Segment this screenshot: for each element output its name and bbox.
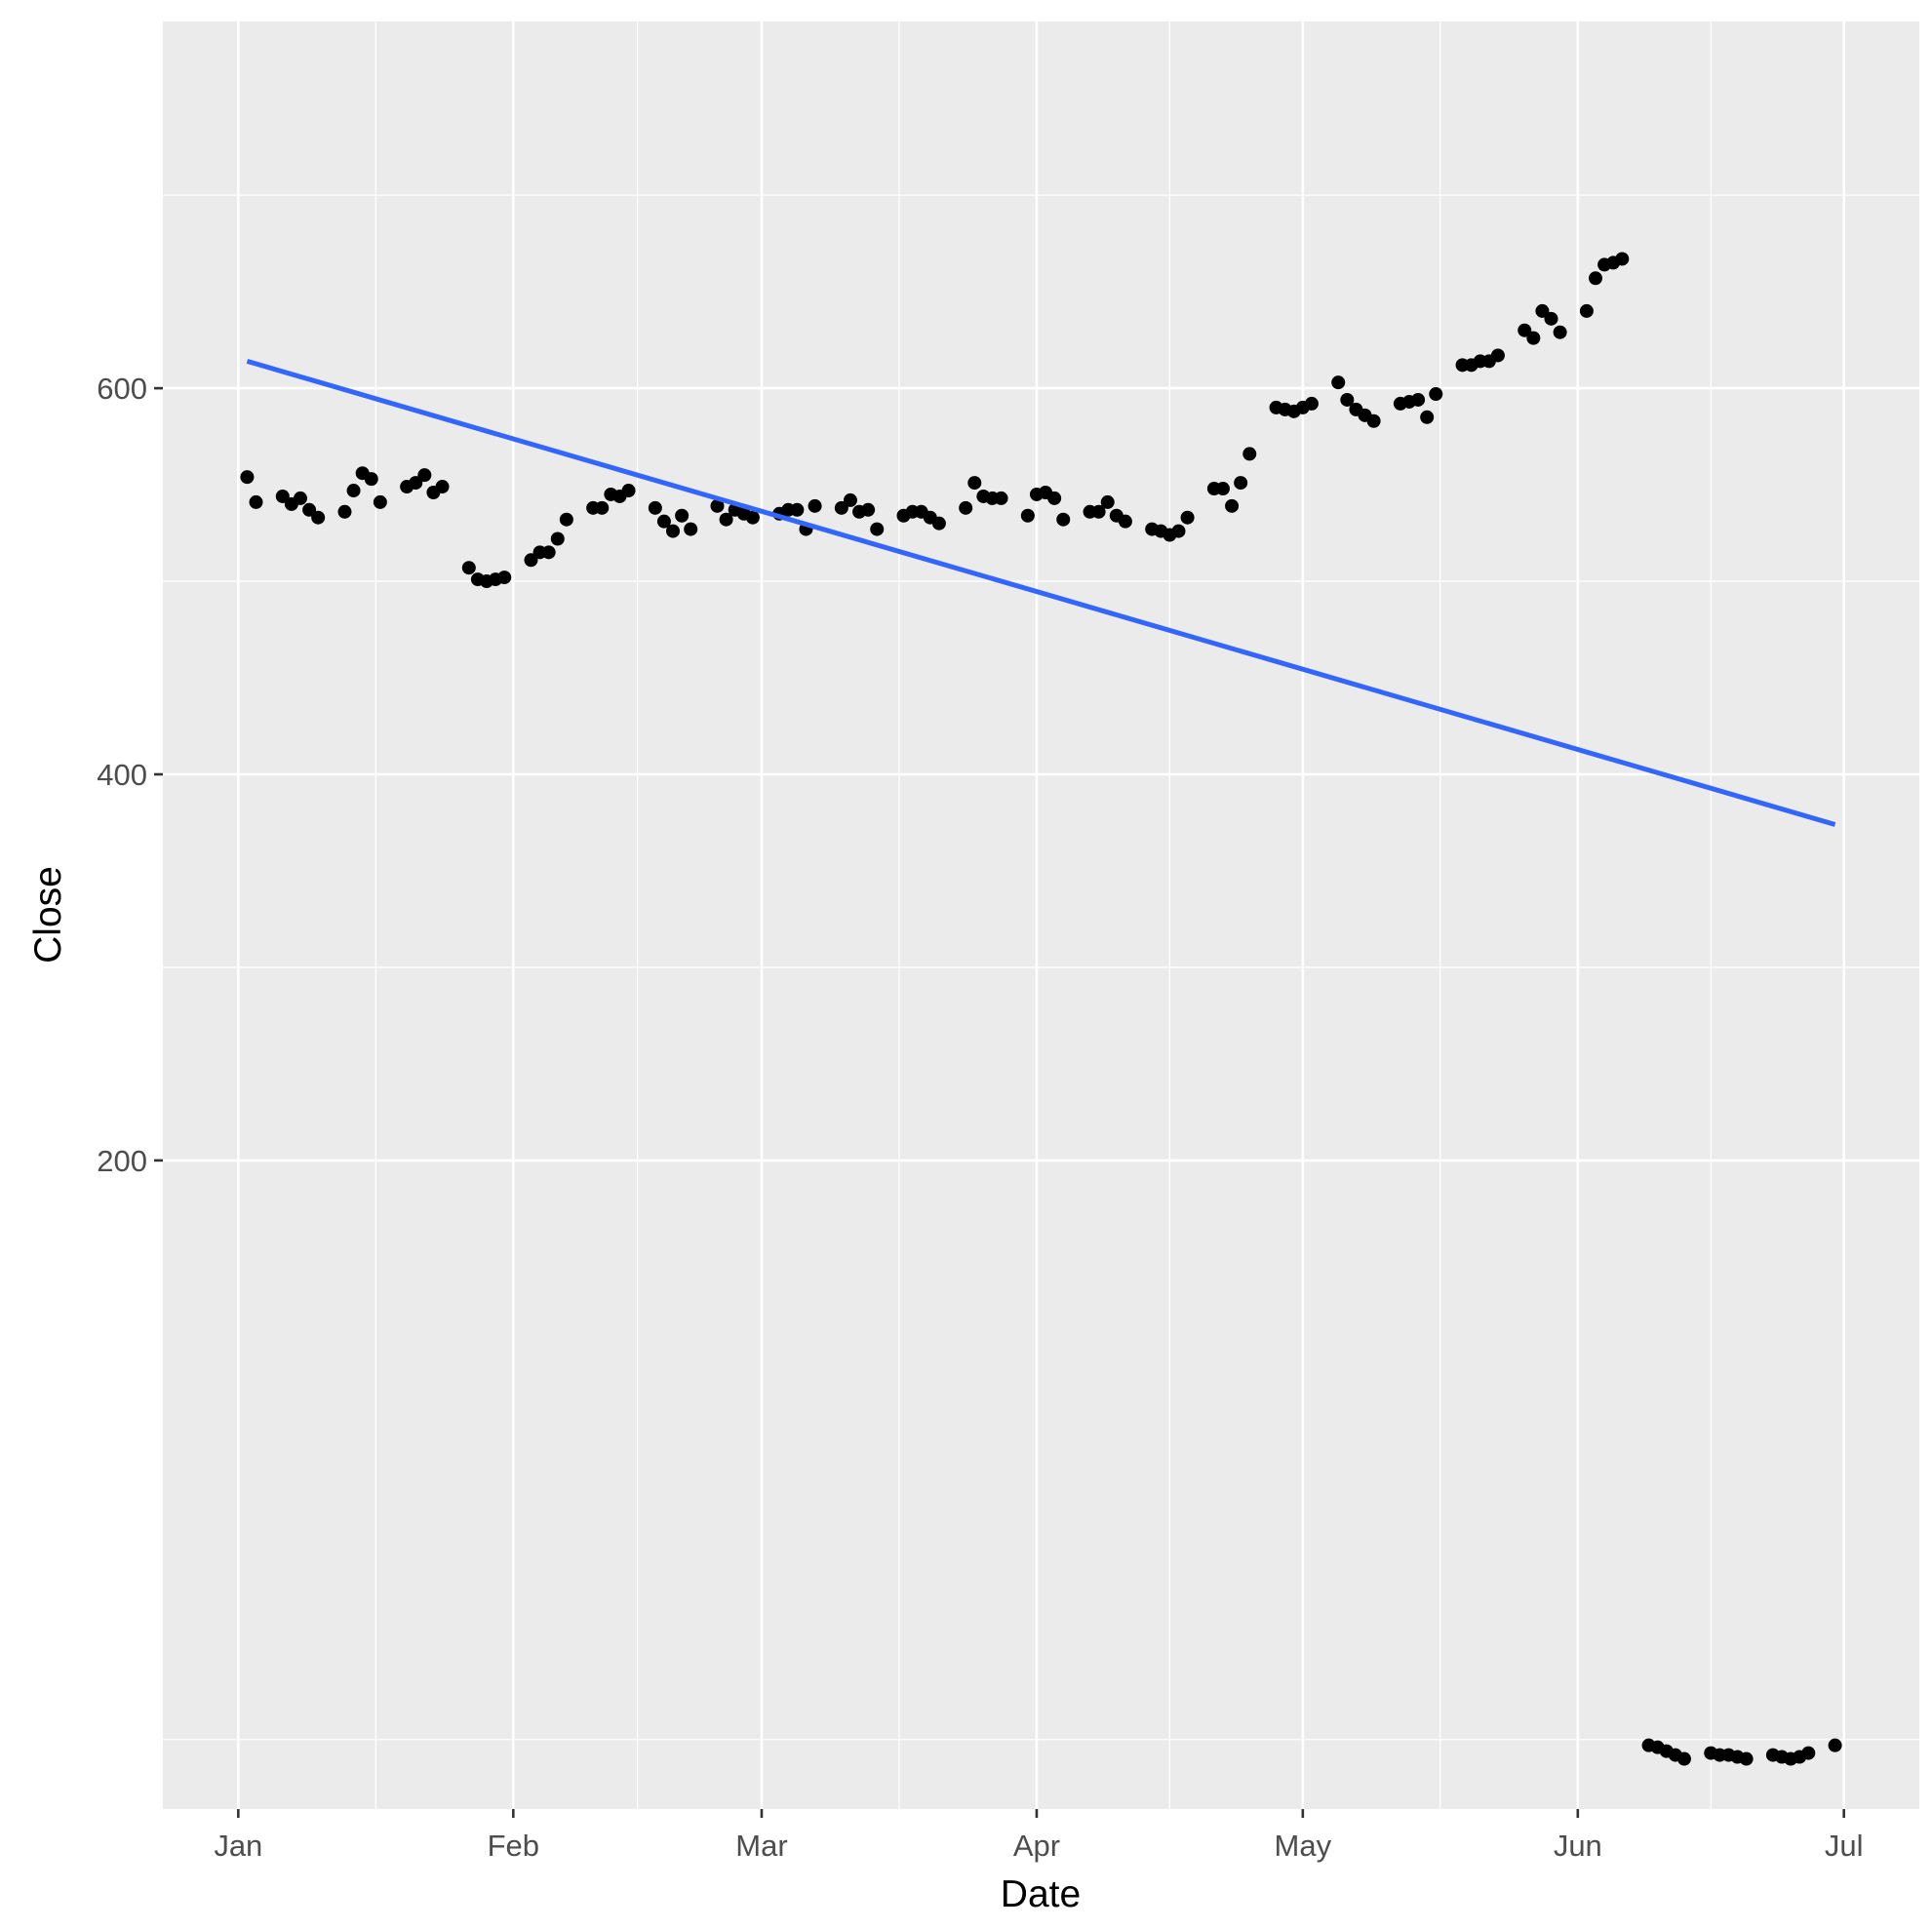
close-point — [1615, 252, 1630, 266]
close-point — [1056, 512, 1071, 527]
y-tick-label: 600 — [97, 372, 147, 406]
close-point — [808, 498, 822, 513]
x-tick-label: Jan — [214, 1829, 262, 1863]
close-point — [1676, 1752, 1691, 1766]
close-point — [1225, 498, 1240, 513]
close-point — [959, 500, 973, 515]
close-point — [1020, 508, 1035, 523]
close-point — [931, 516, 946, 531]
close-point — [745, 510, 760, 525]
x-tick-label: Jul — [1825, 1829, 1864, 1863]
close-point — [834, 500, 848, 515]
close-point — [843, 492, 857, 507]
x-tick-labels: Jan Feb Mar Apr May Jun Jul — [214, 1829, 1863, 1863]
close-point — [1801, 1746, 1816, 1760]
close-point — [1331, 375, 1346, 390]
close-point — [656, 514, 671, 529]
y-tick-label: 400 — [97, 758, 147, 792]
close-point — [1588, 271, 1602, 286]
close-point — [621, 484, 636, 498]
close-point — [710, 498, 725, 513]
close-point — [497, 571, 512, 585]
close-point — [337, 504, 352, 519]
y-axis-title: Close — [27, 866, 69, 964]
close-point — [1304, 396, 1319, 411]
close-point — [684, 522, 698, 536]
x-tick-label: Feb — [488, 1829, 539, 1863]
axes — [154, 386, 1845, 1818]
close-point — [1242, 447, 1257, 461]
close-point — [373, 494, 387, 509]
trend-line-group — [246, 358, 1836, 827]
close-point — [1420, 410, 1435, 424]
plot-panel — [163, 21, 1919, 1809]
close-point — [967, 476, 982, 491]
close-point — [870, 522, 885, 536]
close-point — [1234, 476, 1248, 491]
x-tick-label: May — [1275, 1829, 1332, 1863]
close-point — [1118, 514, 1132, 529]
close-point — [675, 508, 690, 523]
close-point — [559, 512, 573, 527]
close-point — [1553, 325, 1567, 339]
close-point — [550, 531, 565, 546]
close-point — [648, 500, 662, 515]
close-point — [1544, 311, 1558, 326]
trend-line — [246, 358, 1836, 827]
close-point — [1429, 387, 1443, 402]
close-point — [293, 491, 307, 505]
close-point — [1579, 303, 1594, 318]
close-point — [1535, 303, 1550, 318]
close-point — [1340, 392, 1355, 407]
close-point — [346, 484, 361, 498]
close-point — [364, 472, 378, 487]
close-point — [409, 476, 423, 491]
close-point — [417, 468, 432, 483]
close-point — [541, 545, 556, 560]
close-point — [1047, 491, 1062, 505]
close-point — [1215, 482, 1230, 496]
close-point — [1490, 348, 1505, 363]
x-tick-label: Jun — [1554, 1829, 1602, 1863]
close-point — [1518, 323, 1532, 337]
close-point — [1828, 1738, 1842, 1752]
close-point — [311, 510, 326, 525]
x-axis-title: Date — [1001, 1873, 1081, 1915]
close-point — [1091, 504, 1106, 519]
y-tick-labels: 200 400 600 — [97, 372, 147, 1178]
close-point — [275, 489, 290, 503]
close-point — [994, 491, 1008, 505]
close-point — [1411, 392, 1426, 407]
major-gridlines — [163, 21, 1919, 1809]
close-point — [249, 494, 263, 509]
x-tick-label: Mar — [735, 1829, 787, 1863]
close-point — [719, 512, 733, 527]
close-point — [1100, 494, 1115, 509]
close-point — [1180, 510, 1195, 525]
y-tick-label: 200 — [97, 1144, 147, 1178]
close-point — [1366, 413, 1381, 428]
close-point — [1171, 524, 1186, 538]
close-point — [861, 502, 876, 517]
close-points — [240, 252, 1842, 1766]
close-point — [1739, 1752, 1754, 1766]
close-point — [790, 502, 805, 517]
close-point — [666, 524, 681, 538]
close-point — [435, 480, 450, 494]
close-point — [595, 500, 610, 515]
close-point — [240, 470, 255, 485]
x-tick-label: Apr — [1013, 1829, 1060, 1863]
close-point — [461, 561, 476, 575]
minor-gridlines — [163, 21, 1919, 1809]
close-point — [524, 553, 538, 568]
close-point — [1526, 331, 1541, 345]
close-point — [302, 502, 317, 517]
